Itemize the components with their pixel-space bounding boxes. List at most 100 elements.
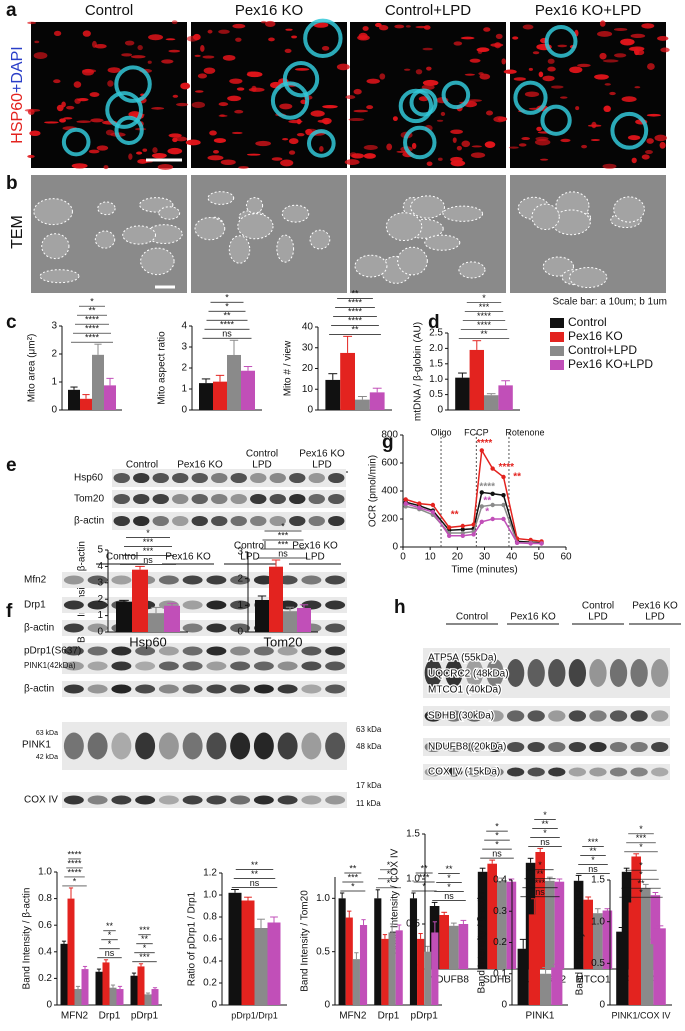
blot-band xyxy=(424,659,442,687)
blot-band xyxy=(206,575,227,585)
blot-band xyxy=(206,684,227,694)
mito-signal xyxy=(660,47,670,53)
blot-band xyxy=(182,575,203,585)
blot-band xyxy=(269,472,286,484)
significance-label: *** xyxy=(535,878,546,888)
mito-signal xyxy=(627,135,641,141)
mito-signal xyxy=(513,77,526,81)
mito-signal xyxy=(82,68,94,76)
blot-band xyxy=(211,472,228,484)
nucleus xyxy=(441,80,471,110)
blot-band xyxy=(289,493,306,505)
significance-label: **** xyxy=(348,307,363,317)
mito-signal xyxy=(222,54,236,61)
panel-letter: a xyxy=(6,0,17,21)
blot-band xyxy=(182,684,203,694)
mito-signal xyxy=(501,58,506,65)
significance-label: ** xyxy=(541,819,549,829)
bar xyxy=(148,613,164,632)
mito-signal xyxy=(236,87,245,91)
blot-band xyxy=(230,646,251,656)
mito-signal xyxy=(157,164,174,170)
mito-signal xyxy=(363,153,376,159)
blot-strip xyxy=(62,792,347,808)
significance-label: ** xyxy=(351,289,359,299)
mito-signal xyxy=(121,53,133,57)
blot-strip xyxy=(423,648,670,698)
bar xyxy=(545,880,555,969)
blot-band xyxy=(277,684,298,694)
mito-signal xyxy=(168,133,182,138)
mito-signal xyxy=(33,52,48,60)
bar xyxy=(269,566,283,632)
mito-signal xyxy=(495,33,503,39)
mitochondrion xyxy=(122,225,157,245)
significance-label: **** xyxy=(477,438,493,449)
bar xyxy=(431,932,439,1005)
blot-band xyxy=(152,472,169,484)
mito-signal xyxy=(294,67,310,71)
mito-signal xyxy=(76,120,91,123)
significance-label: * xyxy=(485,507,489,518)
mito-signal xyxy=(29,130,41,137)
mitochondrion xyxy=(33,198,73,226)
blot-strip xyxy=(112,469,346,487)
significance-label: **** xyxy=(85,324,100,334)
bar xyxy=(359,925,368,1005)
y-tick-label: 20 xyxy=(302,363,314,374)
significance-label: * xyxy=(538,860,542,870)
mito-signal xyxy=(490,43,504,47)
blot-label: MTCO1 (40kDa) xyxy=(428,685,501,696)
mito-signal xyxy=(421,84,435,90)
blot-band xyxy=(527,659,545,687)
bar xyxy=(355,399,370,410)
mito-signal xyxy=(152,147,158,154)
blot-band xyxy=(424,741,442,753)
mito-signal xyxy=(450,156,463,163)
blot-label: NDUFB8 (20kDa) xyxy=(428,742,506,753)
blot-band xyxy=(269,493,286,505)
blot-band xyxy=(609,767,628,777)
blot-band xyxy=(308,472,325,484)
stain-dapi: +DAPI xyxy=(9,46,26,93)
blot-band xyxy=(211,493,228,505)
group-label: LPD xyxy=(588,612,607,623)
y-tick-label: 0 xyxy=(599,1000,605,1011)
mito-signal xyxy=(422,79,439,86)
blot-band xyxy=(172,515,189,527)
blot-band xyxy=(486,659,504,687)
mito-signal xyxy=(82,30,91,37)
ocr-point xyxy=(446,525,452,530)
nucleus xyxy=(114,115,144,145)
stain-hsp60: HSP60 xyxy=(9,93,26,144)
blot-band xyxy=(206,661,227,671)
blot-band xyxy=(250,515,267,527)
significance-label: ns xyxy=(535,887,545,897)
group-label: LPD xyxy=(305,552,324,563)
mito-signal xyxy=(148,34,164,41)
mito-signal xyxy=(321,45,330,51)
bar xyxy=(388,932,396,1005)
x-tick-label: MFN2 xyxy=(339,1011,367,1022)
bar xyxy=(340,352,355,410)
blot-band xyxy=(465,767,484,777)
significance-label: ns xyxy=(540,837,550,847)
mito-signal xyxy=(74,98,81,104)
bar xyxy=(228,892,242,1005)
mito-signal xyxy=(203,67,216,74)
mito-signal xyxy=(536,126,542,132)
mito-signal xyxy=(66,105,75,110)
blot-band xyxy=(206,600,227,610)
blot-band xyxy=(63,646,84,656)
bar xyxy=(628,902,641,1005)
x-tick-label: 30 xyxy=(479,552,491,563)
mito-signal xyxy=(280,159,294,167)
blot-band xyxy=(486,710,504,722)
nucleus xyxy=(61,127,91,157)
significance-label: ns xyxy=(588,864,598,874)
ocr-point xyxy=(479,448,484,453)
y-axis-title: Band Intensity / COX IV xyxy=(390,848,401,954)
mito-signal xyxy=(484,141,496,148)
ocr-point xyxy=(471,522,476,527)
blot-band xyxy=(445,710,463,722)
